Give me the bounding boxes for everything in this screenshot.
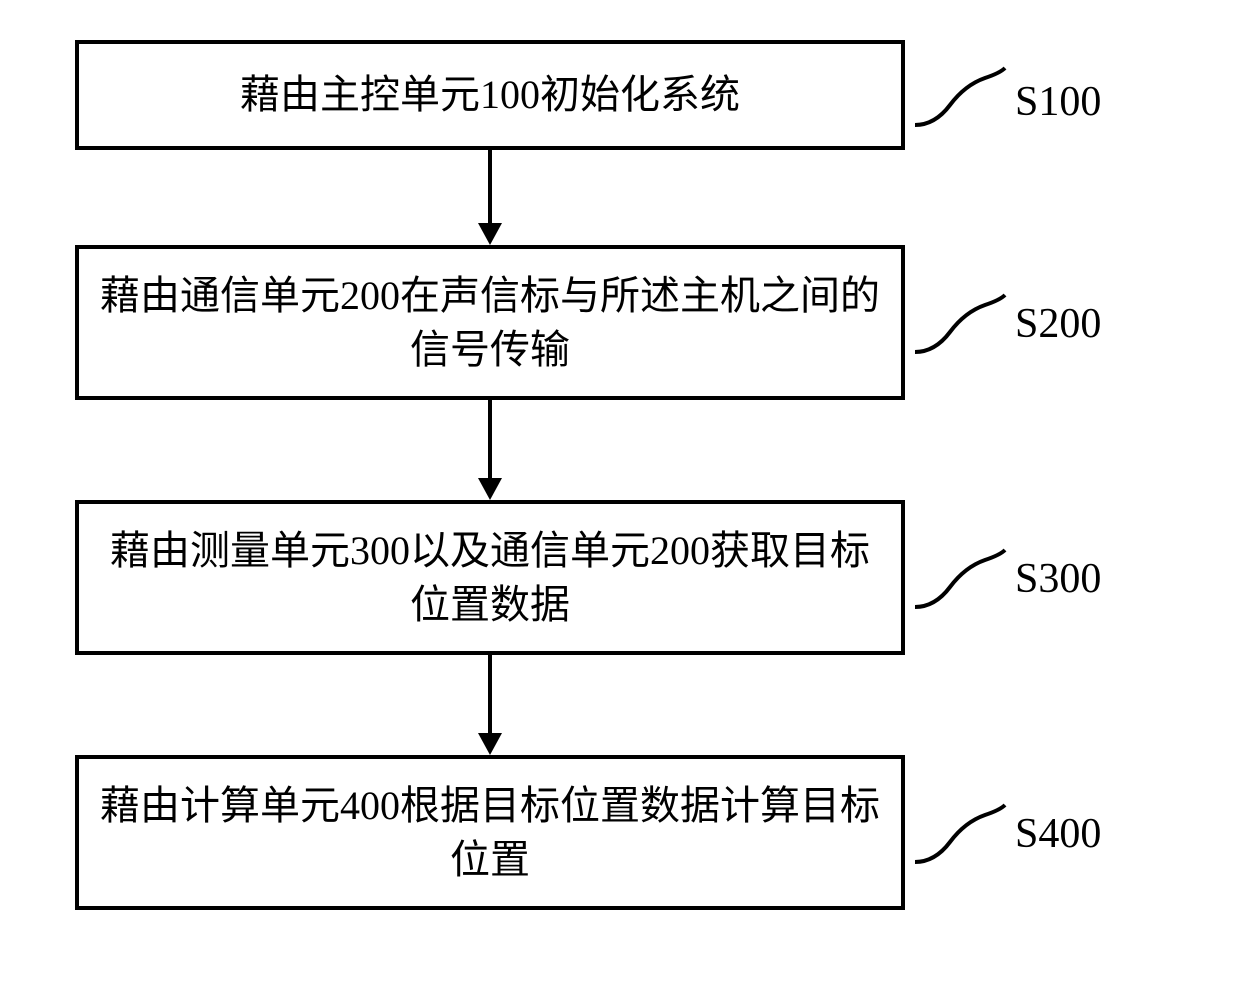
step-text: 藉由主控单元100初始化系统: [240, 68, 740, 122]
arrow-3-head: [478, 733, 502, 755]
step-text: 藉由计算单元400根据目标位置数据计算目标位置: [99, 779, 881, 887]
arrow-3-line: [488, 655, 492, 735]
brace-s400: [910, 797, 1010, 867]
brace-s100: [910, 60, 1010, 130]
step-label-s400: S400: [1015, 810, 1101, 858]
step-label-s200: S200: [1015, 300, 1101, 348]
step-box-s300: 藉由测量单元300以及通信单元200获取目标位置数据: [75, 500, 905, 655]
brace-s200: [910, 287, 1010, 357]
arrow-2-line: [488, 400, 492, 480]
flowchart-canvas: 藉由主控单元100初始化系统 S100 藉由通信单元200在声信标与所述主机之间…: [0, 0, 1240, 1002]
arrow-1-head: [478, 223, 502, 245]
step-label-s300: S300: [1015, 555, 1101, 603]
step-box-s100: 藉由主控单元100初始化系统: [75, 40, 905, 150]
brace-s300: [910, 542, 1010, 612]
step-box-s200: 藉由通信单元200在声信标与所述主机之间的信号传输: [75, 245, 905, 400]
arrow-1-line: [488, 150, 492, 225]
step-box-s400: 藉由计算单元400根据目标位置数据计算目标位置: [75, 755, 905, 910]
arrow-2-head: [478, 478, 502, 500]
step-label-s100: S100: [1015, 78, 1101, 126]
step-text: 藉由通信单元200在声信标与所述主机之间的信号传输: [99, 269, 881, 377]
step-text: 藉由测量单元300以及通信单元200获取目标位置数据: [99, 524, 881, 632]
